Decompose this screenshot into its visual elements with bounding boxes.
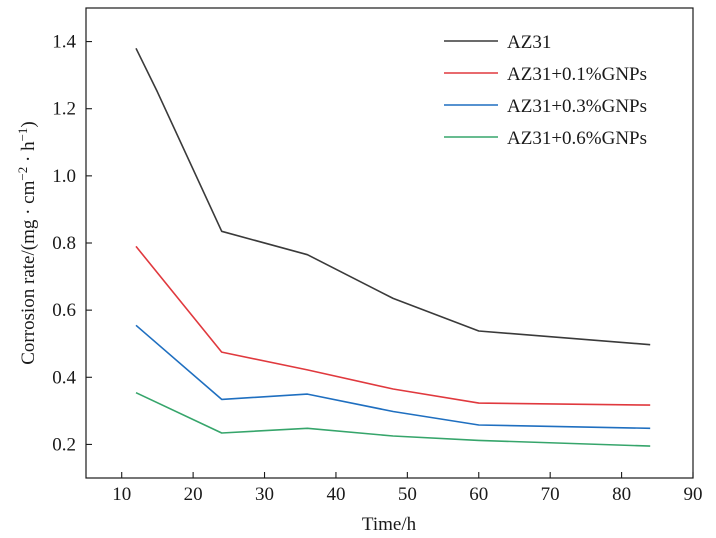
y-tick-label: 1.0: [52, 166, 76, 187]
series-line-1: [135, 245, 651, 406]
y-tick-label: 0.6: [52, 300, 76, 321]
y-axis-title-main: Corrosion rate/(mg · cm: [18, 180, 39, 364]
x-tick-label: 40: [326, 484, 345, 505]
y-axis-title-sup1: −2: [15, 167, 30, 181]
y-axis-title: Corrosion rate/(mg · cm−2 · h−1): [15, 121, 39, 365]
series-line-2: [135, 324, 651, 430]
series-lines: [135, 47, 651, 447]
x-tick-label: 60: [469, 484, 488, 505]
x-tick-label: 50: [398, 484, 417, 505]
y-axis-title-end: ): [18, 121, 39, 127]
y-axis-title-mid: · h: [18, 141, 39, 167]
x-tick-label: 70: [541, 484, 560, 505]
legend: AZ31 AZ31+0.1%GNPs AZ31+0.3%GNPs AZ31+0.6%G…: [444, 32, 647, 149]
series-line-3: [135, 391, 651, 447]
x-tick-label: 30: [255, 484, 274, 505]
y-tick-label: 1.4: [52, 32, 76, 53]
x-tick-label: 20: [184, 484, 203, 505]
y-axis: 0.2 0.4 0.6 0.8 1.0 1.2 1.4: [52, 32, 92, 455]
y-tick-label: 0.4: [52, 367, 76, 388]
x-axis: 10 20 30 40 50 60 70 80 90: [112, 472, 703, 505]
y-tick-label: 0.8: [52, 233, 76, 254]
series-line-0: [135, 47, 651, 346]
x-tick-label: 80: [612, 484, 631, 505]
legend-label-3: AZ31+0.6%GNPs: [507, 128, 647, 149]
legend-label-1: AZ31+0.1%GNPs: [507, 64, 647, 85]
legend-label-0: AZ31: [507, 32, 551, 53]
x-tick-label: 10: [112, 484, 131, 505]
x-axis-title: Time/h: [362, 514, 417, 535]
y-axis-title-sup2: −1: [15, 128, 30, 142]
x-tick-label: 90: [684, 484, 703, 505]
legend-label-2: AZ31+0.3%GNPs: [507, 96, 647, 117]
y-tick-label: 0.2: [52, 434, 76, 455]
y-tick-label: 1.2: [52, 99, 76, 120]
